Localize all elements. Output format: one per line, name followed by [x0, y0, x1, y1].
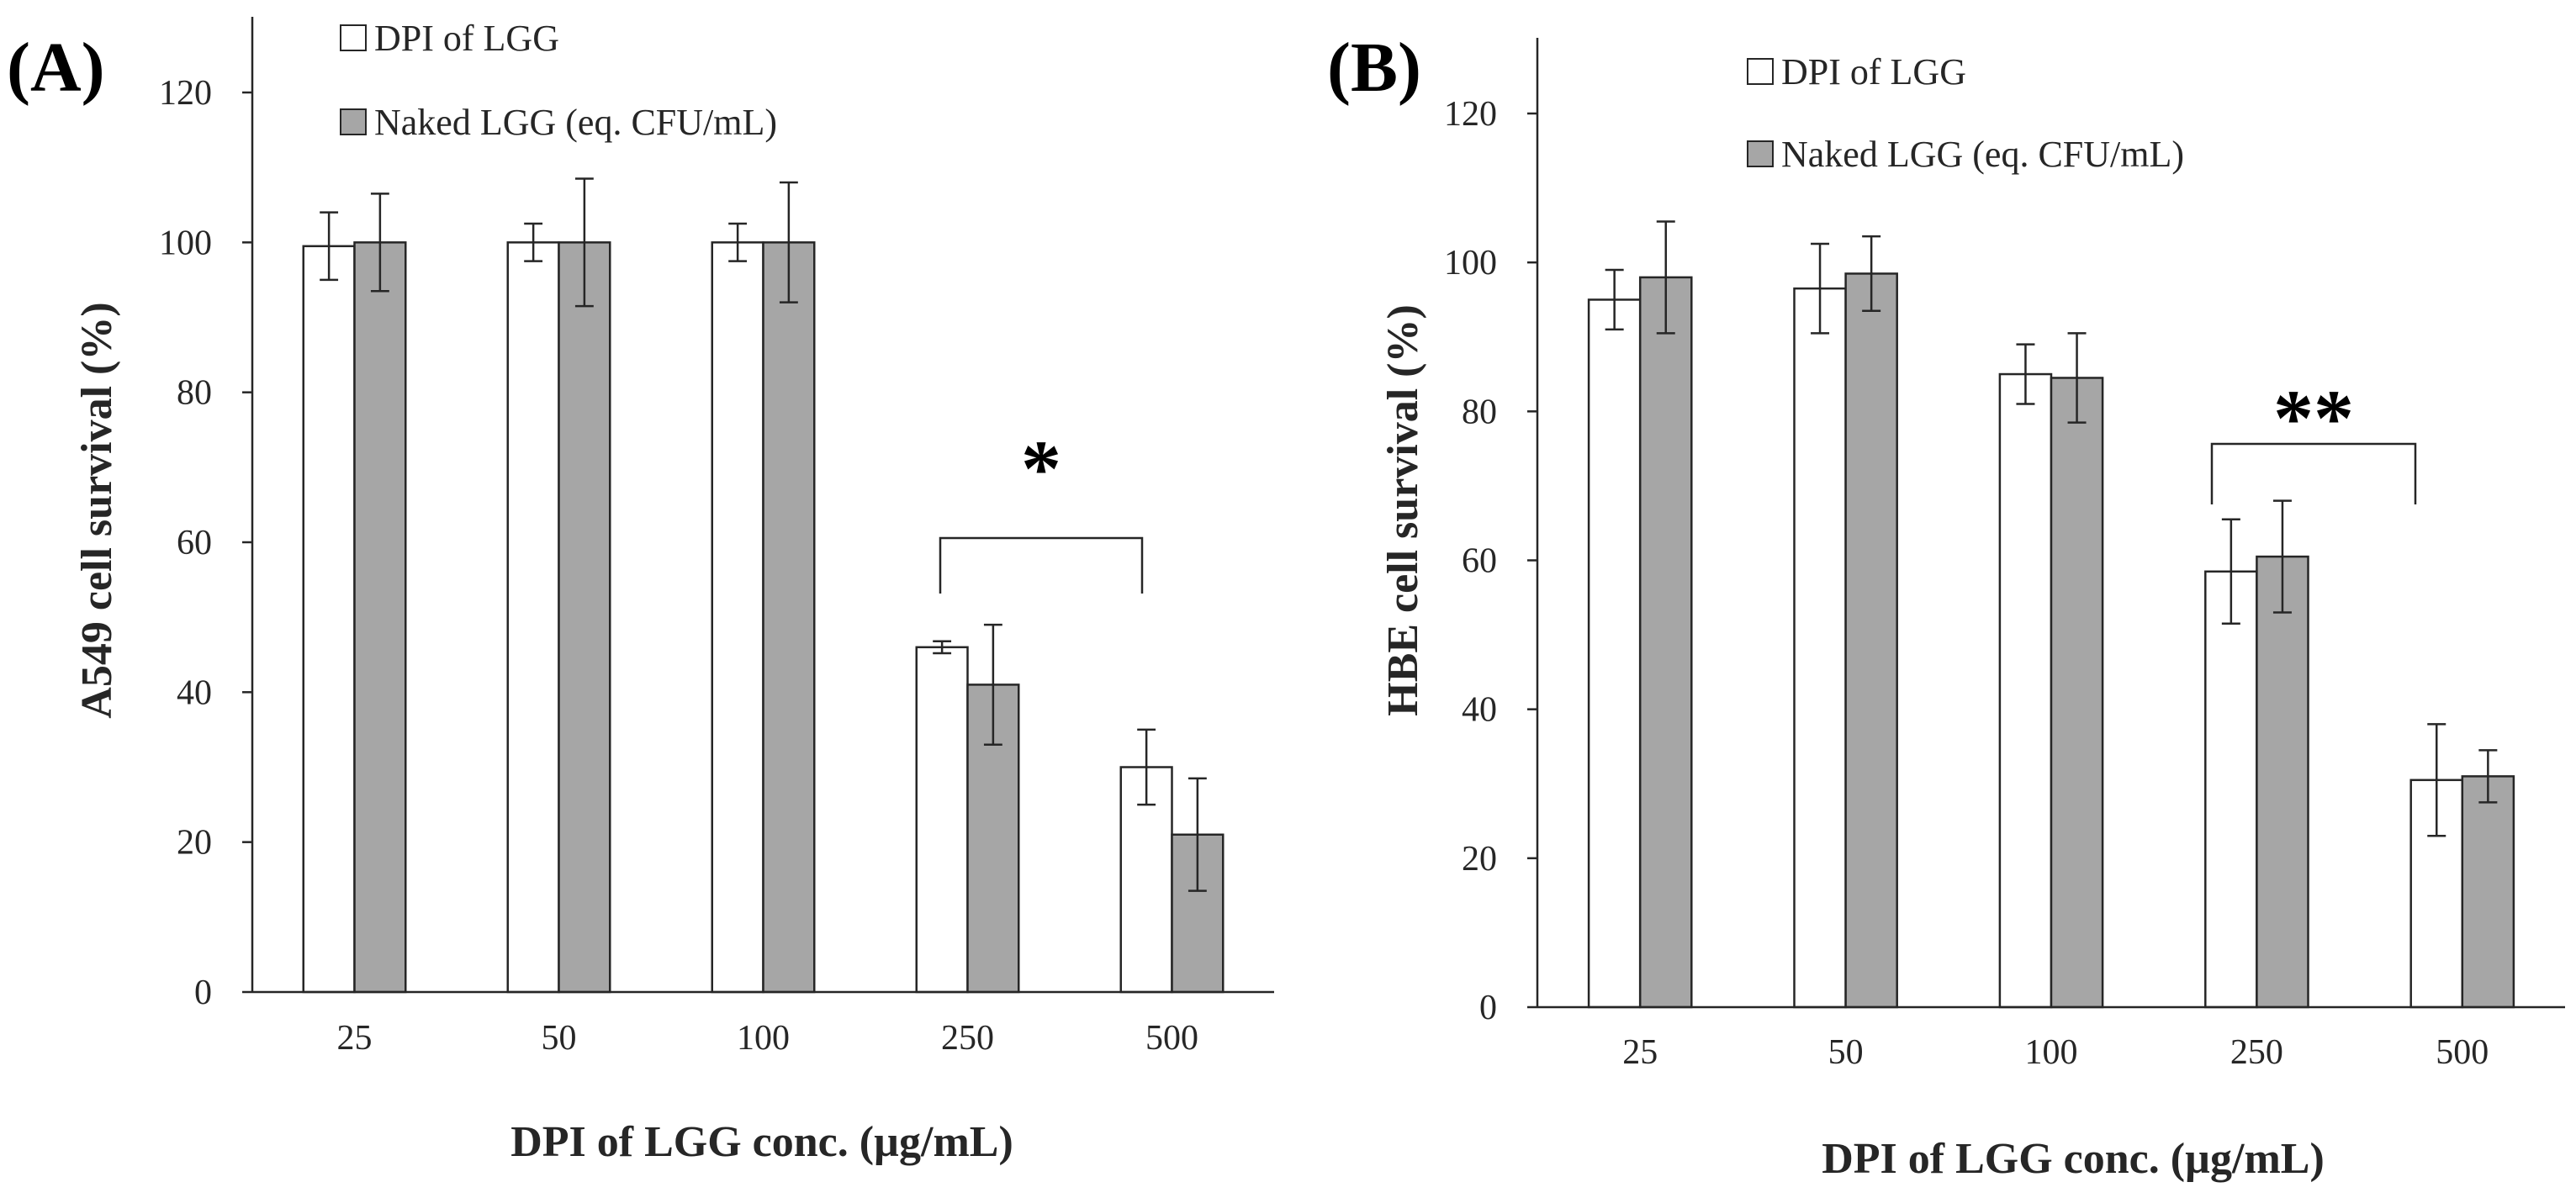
- panel-a-legend-swatch-1: [340, 108, 367, 135]
- panel-a-x-axis-title: DPI of LGG conc. (µg/mL): [510, 1118, 1013, 1166]
- panel-a-y-tick-label-0: 0: [194, 974, 212, 1012]
- panel-a-bar-s0-50: [506, 241, 560, 994]
- panel-a-legend-swatch-0: [340, 24, 367, 51]
- panel-b-error-bars: [1605, 220, 2498, 837]
- panel-b-legend-swatch-0: [1747, 58, 1774, 85]
- panel-a-y-tick-label-6: 120: [159, 74, 212, 113]
- panel-b-bar-s1-250: [2256, 555, 2309, 1009]
- panel-b-y-tick-label-6: 120: [1444, 95, 1497, 134]
- panel-a-error-bar-s0-50: [524, 222, 543, 262]
- panel-b-y-tick-label-3: 60: [1462, 542, 1497, 581]
- panel-b-legend-swatch-1: [1747, 140, 1774, 167]
- panel-b-bar-s0-100: [1998, 372, 2053, 1009]
- panel-a-error-bar-s0-250: [933, 640, 952, 655]
- panel-b-y-tick-label-0: 0: [1479, 989, 1497, 1027]
- panel-b-legend-label-1: Naked LGG (eq. CFU/mL): [1781, 134, 2184, 175]
- panel-b-x-tick-label-100: 100: [2025, 1033, 2078, 1072]
- panel-a-y-tick-label-3: 60: [177, 524, 212, 562]
- panel-a-error-bar-s0-25: [320, 211, 339, 282]
- panel-a-axes: [251, 17, 1274, 994]
- panel-b-bar-s1-100: [2050, 377, 2104, 1009]
- panel-a-legend: DPI of LGG Naked LGG (eq. CFU/mL): [340, 18, 777, 143]
- panel-b-legend-label-0: DPI of LGG: [1781, 51, 1966, 92]
- panel-a-error-bar-s1-25: [370, 193, 389, 293]
- panel-a-bar-s0-100: [711, 241, 764, 994]
- panel-a-y-axis-title: A549 cell survival (%): [73, 302, 121, 718]
- panel-a-bar-s0-25: [302, 245, 356, 994]
- panel-b-bar-s0-25: [1587, 298, 1642, 1009]
- panel-b-error-bar-s1-500: [2478, 749, 2498, 804]
- panel-b-error-bar-s0-250: [2221, 518, 2240, 625]
- panel-b-error-bar-s1-50: [1862, 235, 1881, 312]
- panel-b-y-tick-label-1: 20: [1462, 840, 1497, 879]
- panel-a-y-tick-label-2: 40: [177, 673, 212, 712]
- panel-a-y-tick-label-4: 80: [177, 374, 212, 413]
- panel-b-y-tick-label-2: 40: [1462, 691, 1497, 730]
- panel-a-y-tick-label-5: 100: [159, 224, 212, 262]
- panel-b-error-bar-s1-100: [2067, 332, 2087, 424]
- panel-b-x-ticks: 25 50 100 250 500: [1622, 1033, 2489, 1072]
- panel-a-error-bars: [320, 177, 1207, 892]
- panel-a-label: (A): [7, 29, 105, 107]
- panel-a-x-tick-label-250: 250: [941, 1019, 994, 1058]
- panel-a-error-bar-s1-500: [1187, 777, 1207, 892]
- panel-b: (B) HBE cell survival (%) DPI of LGG con…: [1327, 29, 2565, 1183]
- panel-b-significance: **: [2210, 373, 2417, 504]
- panel-b-y-axis-title: HBE cell survival (%): [1379, 304, 1427, 716]
- panel-a-legend-label-1: Naked LGG (eq. CFU/mL): [374, 102, 777, 143]
- panel-b-x-tick-label-50: 50: [1828, 1033, 1864, 1072]
- panel-b-label: (B): [1327, 29, 1421, 107]
- panel-a: (A) A549 cell survival (%) DPI of LGG co…: [7, 17, 1274, 1166]
- panel-b-y-tick-label-5: 100: [1444, 244, 1497, 282]
- panel-a-bar-s1-100: [762, 241, 816, 994]
- panel-a-error-bar-s1-100: [779, 181, 798, 303]
- panel-a-x-tick-label-50: 50: [542, 1019, 577, 1058]
- panel-b-error-bar-s0-25: [1605, 268, 1624, 331]
- panel-a-significance-bracket: [939, 536, 1144, 594]
- panel-a-x-tick-label-100: 100: [737, 1019, 790, 1058]
- panel-b-error-bar-s1-250: [2272, 499, 2292, 614]
- panel-b-bar-s1-500: [2461, 775, 2515, 1009]
- panel-b-bar-s1-25: [1638, 276, 1693, 1009]
- panel-a-x-tick-label-500: 500: [1145, 1019, 1198, 1058]
- panel-a-error-bar-s1-250: [983, 623, 1002, 746]
- panel-b-x-tick-label-25: 25: [1622, 1033, 1658, 1072]
- panel-b-y-ticks: 0 20 40 60 80 100 120: [1444, 95, 1537, 1027]
- panel-a-y-ticks: 0 20 40 60 80 100 120: [159, 74, 252, 1012]
- panel-b-x-axis-title: DPI of LGG conc. (µg/mL): [1822, 1135, 2325, 1183]
- panel-b-error-bar-s0-500: [2427, 723, 2446, 837]
- panel-a-significance: *: [939, 424, 1144, 594]
- panel-b-error-bar-s1-25: [1656, 220, 1675, 335]
- panel-b-bar-s1-50: [1844, 272, 1898, 1009]
- panel-b-bar-s0-50: [1793, 287, 1847, 1009]
- panel-b-error-bar-s0-50: [1811, 242, 1830, 335]
- panel-a-bars: [302, 241, 1225, 994]
- panel-a-error-bar-s0-100: [728, 222, 748, 262]
- panel-a-bar-s0-250: [915, 646, 969, 994]
- panel-a-error-bar-s1-50: [574, 177, 594, 308]
- panel-b-bars: [1587, 272, 2515, 1009]
- panel-a-legend-label-0: DPI of LGG: [374, 18, 559, 59]
- panel-a-y-tick-label-1: 20: [177, 824, 212, 863]
- panel-a-x-ticks: 25 50 100 250 500: [337, 1019, 1199, 1058]
- panel-a-bar-s1-25: [353, 241, 407, 994]
- panel-a-error-bar-s0-500: [1137, 728, 1156, 806]
- panel-b-x-tick-label-500: 500: [2436, 1033, 2489, 1072]
- panel-a-x-tick-label-25: 25: [337, 1019, 373, 1058]
- panel-b-x-tick-label-250: 250: [2230, 1033, 2283, 1072]
- panel-b-bar-s0-250: [2204, 570, 2258, 1009]
- panel-b-legend: DPI of LGG Naked LGG (eq. CFU/mL): [1747, 51, 2184, 175]
- panel-a-bar-s1-50: [558, 241, 611, 994]
- panel-b-significance-bracket: [2210, 442, 2417, 504]
- panel-b-significance-marker: **: [2273, 373, 2354, 463]
- panel-b-axes: [1536, 38, 2565, 1009]
- panel-b-y-tick-label-4: 80: [1462, 393, 1497, 431]
- panel-a-significance-marker: *: [1021, 424, 1061, 514]
- panel-b-error-bar-s0-100: [2016, 343, 2035, 405]
